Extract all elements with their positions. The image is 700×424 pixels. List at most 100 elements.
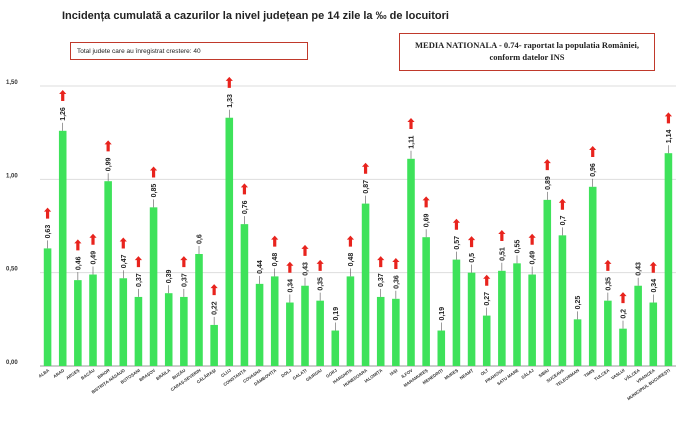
bar [316,300,324,366]
data-label: 1,33 [227,94,234,108]
increase-arrow-icon [392,258,400,269]
x-tick-label: DOLJ [280,367,293,378]
increase-arrow-icon [89,233,97,245]
data-label: 1,26 [60,107,67,121]
increase-arrow-icon [119,237,127,249]
data-label: 0,76 [242,200,249,214]
increase-arrow-icon [361,162,370,174]
data-label: 0,2 [621,309,628,319]
data-label: 0,55 [515,240,522,254]
increase-arrow-icon [589,146,597,157]
bar [225,117,234,366]
bar [270,276,279,366]
bar [255,283,264,366]
national-average-box: MEDIA NATIONALA - 0.74- raportat la popu… [399,33,655,71]
increase-arrow-icon [210,284,218,296]
increase-arrow-icon [43,207,52,219]
bar [543,199,552,366]
bar [43,248,52,366]
bar [664,153,673,366]
increase-arrow-icon [271,235,279,247]
bar [407,158,415,366]
increase-arrow-icon [377,256,385,268]
chart-title: Incidența cumulată a cazurilor la nivel … [62,10,449,22]
data-label: 0,35 [318,277,325,291]
increase-arrow-icon [558,198,567,210]
bar [286,302,294,366]
x-tick-label: BRAȘOV [138,368,156,383]
bar [164,293,173,366]
bar [331,330,340,366]
bar [482,315,491,366]
bar [528,274,536,366]
bar [498,270,506,366]
x-tick-label: BACĂU [80,368,96,381]
increase-arrow-icon [422,196,430,208]
increase-arrow-icon [452,218,461,230]
bar [392,298,400,366]
bar [134,296,143,366]
data-label: 0,89 [545,176,552,190]
x-tick-label: BRĂILA [155,368,171,381]
data-label: 0,6 [197,234,204,244]
x-tick-label: ARAD [52,368,65,379]
data-label: 0,34 [287,279,294,293]
increase-arrow-icon [649,261,657,273]
data-label: 0,19 [333,307,340,321]
data-label: 0,85 [151,184,158,198]
x-tick-label: ARGEȘ [65,368,80,381]
data-label: 1,11 [409,135,416,148]
x-tick-label: TIMIȘ [583,368,595,379]
x-tick-label: CLUJ [220,367,233,378]
y-tick-label: 1,50 [6,80,18,86]
data-label: 0,37 [136,273,143,287]
data-label: 0,39 [166,269,173,283]
x-tick-label: GIURGIU [305,368,323,383]
bar [149,207,158,366]
data-label: 0,34 [651,279,658,293]
data-label: 0,7 [560,215,567,225]
increase-arrow-icon [286,261,294,273]
bar [467,272,476,366]
increase-arrow-icon [225,76,233,88]
increase-arrow-icon [407,118,415,129]
data-label: 0,51 [499,247,506,261]
increase-arrow-icon [619,292,627,304]
bar [104,181,112,366]
data-label: 0,49 [91,251,98,265]
data-label: 1,14 [666,129,673,143]
info-box: Total judete care au înregistrat crester… [70,42,308,60]
x-tick-label: MUREȘ [443,368,459,381]
bar [346,276,355,366]
data-label: 0,69 [424,213,431,227]
data-label: 0,57 [454,236,461,250]
data-label: 0,48 [272,253,279,267]
data-label: 0,47 [121,255,128,269]
increase-arrow-icon [301,244,309,256]
increase-arrow-icon [74,239,82,251]
increase-arrow-icon [543,159,551,171]
data-label: 0,37 [181,273,188,287]
bar [58,130,67,366]
increase-arrow-icon [316,259,324,271]
data-label: 0,36 [393,275,400,289]
data-label: 0,35 [605,277,612,291]
increase-arrow-icon [483,274,491,286]
bar [301,285,309,366]
bar [180,296,188,366]
data-label: 0,63 [45,225,52,239]
bar [513,263,521,366]
data-label: 0,48 [348,253,355,267]
data-label: 0,37 [378,273,385,287]
x-tick-label: NEAMȚ [459,368,475,381]
bar [240,224,249,366]
increase-arrow-icon [346,235,355,247]
increase-arrow-icon [604,259,612,271]
national-average-line2: conform datelor INS [489,52,565,62]
bar [361,203,370,366]
increase-arrow-icon [149,166,158,178]
x-tick-label: GORJ [325,367,338,378]
bar [437,330,446,366]
y-tick-label: 0,50 [6,267,18,273]
